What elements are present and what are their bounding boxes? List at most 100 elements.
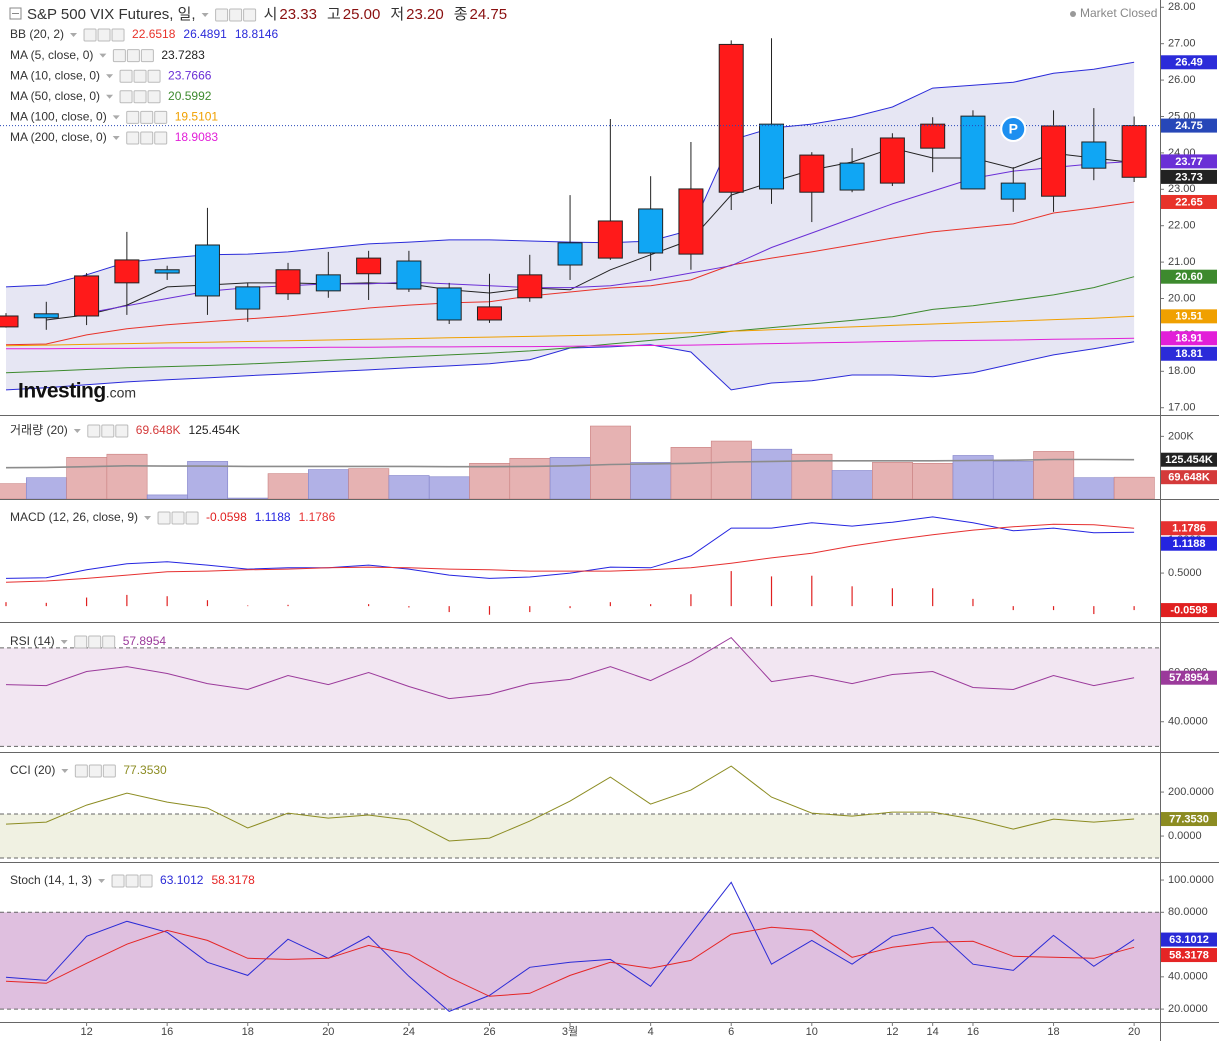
indicator-name: S&P 500 VIX Futures, 일, — [27, 6, 196, 23]
volume-bar — [1113, 476, 1155, 499]
dropdown-arrow — [112, 136, 120, 140]
axis-value-label: 19.51 — [1175, 311, 1203, 323]
indicator-value: 1.1786 — [299, 510, 336, 524]
y-tick-label: 18.00 — [1168, 365, 1196, 377]
marker-label: P — [1009, 121, 1018, 137]
x-tick-label: 10 — [806, 1026, 818, 1038]
candle-body — [638, 208, 664, 254]
y-tick-label: 200.0000 — [1168, 786, 1214, 798]
indicator-line — [5, 926, 1135, 997]
indicator-value: 18.9083 — [175, 130, 219, 144]
indicator-value: 24.75 — [470, 6, 508, 23]
dropdown-arrow — [99, 53, 107, 58]
indicator-line — [5, 636, 1135, 700]
x-tick-label: 14 — [927, 1026, 939, 1038]
candle-body — [759, 123, 785, 190]
axis-value-label: 22.65 — [1175, 196, 1203, 208]
candle-body — [920, 123, 946, 149]
candle-body — [114, 259, 140, 284]
axis-value-label: 24.75 — [1175, 120, 1203, 132]
dropdown-arrow — [73, 429, 81, 433]
volume-bar — [388, 475, 430, 499]
indicator-value: 25.00 — [343, 6, 381, 23]
plot-area — [0, 881, 1160, 1012]
candle-body — [517, 274, 543, 299]
band-fill — [0, 912, 1160, 1010]
dropdown-arrow — [201, 13, 209, 17]
y-tick-label: 28.00 — [1168, 1, 1196, 13]
indicator-icon — [154, 131, 168, 145]
candle-body — [436, 287, 462, 321]
indicator-icon — [101, 424, 115, 438]
indicator-icon — [139, 874, 153, 888]
indicator-name: Stoch (14, 1, 3) — [10, 873, 92, 887]
indicator-value: 23.7666 — [168, 68, 212, 82]
indicator-value: 시 — [264, 6, 278, 23]
axis-value-label: 1.1786 — [1172, 523, 1206, 535]
y-tick-label: 40.0000 — [1168, 971, 1208, 983]
candle-body — [799, 154, 825, 193]
volume-bar — [25, 477, 67, 499]
axis-value-box — [1161, 269, 1217, 284]
x-tick-label: 3월 — [562, 1025, 578, 1038]
indicator-icon — [126, 131, 140, 145]
axis-value-label: 26.49 — [1175, 57, 1203, 69]
axis-value-box — [1161, 154, 1217, 169]
axis-value-label: 18.81 — [1175, 348, 1203, 360]
axis-value-label: 23.77 — [1175, 156, 1203, 168]
candle-body — [879, 137, 905, 184]
indicator-icon — [119, 69, 133, 83]
candle-body — [0, 315, 19, 328]
indicator-value: 20.5992 — [168, 89, 212, 103]
volume-bar — [0, 483, 27, 499]
x-tick-label: 20 — [322, 1026, 334, 1038]
dropdown-arrow — [112, 115, 120, 120]
volume-bar — [428, 476, 470, 499]
axis-value-box — [1161, 169, 1217, 184]
indicator-name: MA (5, close, 0) — [10, 48, 93, 62]
indicator-icon — [111, 874, 125, 888]
x-tick-label: 4 — [648, 1026, 654, 1038]
indicator-value: 고 — [327, 6, 341, 23]
candle-body — [839, 162, 865, 191]
volume-bar — [831, 470, 873, 499]
volume-bar — [630, 462, 672, 499]
axis-value-label: 57.8954 — [1169, 672, 1210, 684]
indicator-name: 거래량 (20) — [10, 423, 68, 437]
indicator-value: 22.6518 — [132, 27, 176, 41]
indicator-value: 58.3178 — [211, 873, 255, 887]
indicator-line — [5, 516, 1135, 579]
indicator-line — [5, 276, 1135, 374]
axis-value-box — [1161, 194, 1217, 209]
indicator-value: 23.20 — [406, 6, 444, 23]
y-tick-label: 0.0000 — [1168, 830, 1202, 842]
plot-area — [0, 765, 1160, 859]
volume-bar — [348, 468, 390, 499]
volume-bar — [106, 453, 148, 499]
candle-body — [74, 275, 100, 317]
indicator-name: BB (20, 2) — [10, 27, 64, 41]
candle-body — [1121, 125, 1147, 178]
indicator-line — [5, 201, 1135, 346]
dropdown-arrow — [144, 516, 152, 520]
indicator-value: 63.1012 — [160, 873, 204, 887]
axis-value-label: -0.0598 — [1170, 604, 1207, 616]
candle-body — [396, 260, 422, 290]
axis-value-label: 77.3530 — [1169, 813, 1209, 825]
x-tick-label: 16 — [967, 1026, 979, 1038]
axis-value-label: 18.91 — [1175, 333, 1203, 345]
indicator-icon — [88, 764, 102, 778]
candle-body — [597, 220, 623, 259]
indicator-icon — [125, 874, 139, 888]
indicator-value: 23.7283 — [161, 48, 205, 62]
volume-bar — [308, 469, 349, 499]
indicator-line — [5, 765, 1135, 842]
indicator-line — [46, 147, 1135, 321]
axis-value-box — [1161, 470, 1217, 485]
marker-icon — [1000, 116, 1027, 142]
indicator-icon — [126, 49, 140, 63]
volume-bar — [66, 457, 108, 499]
indicator-line — [5, 881, 1135, 1012]
y-tick-label: 23.00 — [1168, 183, 1196, 195]
indicator-icon — [171, 511, 185, 525]
